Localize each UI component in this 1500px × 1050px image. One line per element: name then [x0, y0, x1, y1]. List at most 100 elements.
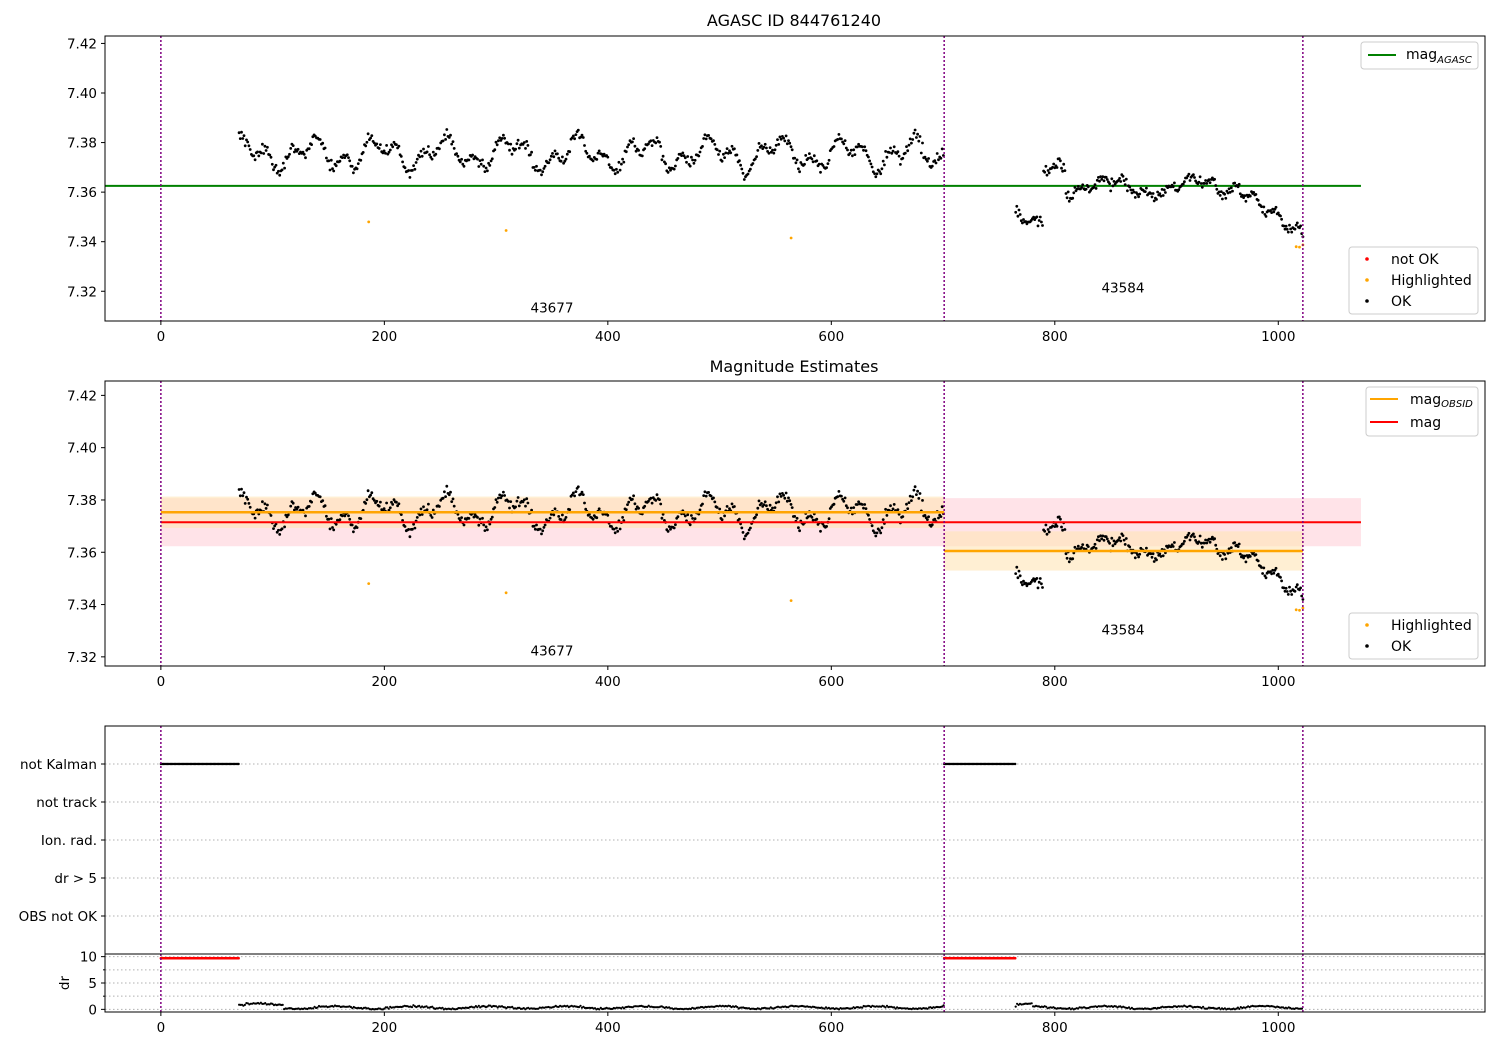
ok-point — [535, 164, 538, 168]
ok-point — [1093, 542, 1097, 546]
ok-point — [624, 150, 628, 154]
ok-point — [1244, 199, 1248, 203]
ok-point — [815, 517, 819, 521]
obsid-label: 43677 — [530, 300, 573, 316]
ok-point — [862, 148, 865, 152]
ok-point — [1124, 537, 1128, 540]
ok-point — [879, 172, 883, 176]
ok-point — [790, 506, 794, 509]
ok-point — [1227, 187, 1231, 191]
dr-ok-point — [885, 1004, 889, 1007]
ok-point — [1092, 545, 1096, 549]
x-tick-label: 800 — [1042, 1020, 1068, 1036]
ok-point — [580, 133, 584, 137]
ok-point — [1145, 546, 1148, 550]
ok-point — [256, 508, 259, 512]
ok-point — [1213, 537, 1216, 541]
ok-point — [1014, 572, 1018, 575]
ok-point — [1199, 182, 1203, 185]
ok-point — [1094, 547, 1098, 550]
ok-point — [573, 137, 576, 141]
dr-ok-point — [264, 1002, 267, 1005]
ok-point — [1173, 181, 1176, 185]
ok-point — [881, 518, 885, 521]
ok-point — [1059, 159, 1062, 163]
ok-point — [880, 526, 884, 530]
ok-point — [607, 163, 611, 167]
ok-point — [310, 500, 313, 504]
dr-ok-point — [1068, 1006, 1071, 1010]
ok-point — [777, 143, 781, 146]
ok-point — [911, 495, 915, 499]
ok-point — [1177, 188, 1181, 192]
ok-point — [1016, 214, 1020, 218]
ok-point — [422, 505, 425, 509]
ok-point — [422, 147, 425, 151]
y-tick-label: 0 — [88, 1002, 97, 1018]
ok-point — [467, 158, 471, 162]
ok-point — [1071, 557, 1075, 561]
ok-point — [321, 141, 325, 145]
ok-point — [1284, 224, 1288, 228]
ok-point — [310, 143, 313, 147]
flag-label: dr > 5 — [54, 871, 97, 887]
ok-point — [277, 169, 280, 173]
ok-point — [533, 527, 537, 531]
x-tick-label: 400 — [595, 329, 621, 345]
ok-point — [382, 507, 386, 511]
ok-point — [568, 150, 572, 154]
x-tick-label: 600 — [818, 1020, 844, 1036]
ok-point — [552, 513, 556, 517]
ok-point — [444, 495, 447, 498]
ok-point — [1073, 545, 1077, 549]
ok-point — [707, 491, 710, 494]
ok-point — [819, 170, 822, 174]
ok-point — [576, 128, 580, 132]
ok-point — [266, 145, 269, 149]
ok-point — [1158, 552, 1162, 556]
ok-point — [563, 159, 567, 163]
ok-point — [1019, 581, 1023, 584]
ok-point — [500, 494, 504, 497]
ok-point — [878, 529, 881, 532]
ok-point — [484, 166, 488, 170]
ok-point — [1181, 182, 1185, 186]
ok-point — [365, 498, 369, 502]
ok-point — [488, 164, 492, 167]
ok-point — [1138, 192, 1142, 196]
ok-point — [849, 506, 853, 510]
flag-label: not track — [36, 795, 97, 811]
ok-point — [242, 491, 246, 495]
ok-point — [637, 506, 640, 510]
ok-point — [430, 157, 434, 161]
ok-point — [1133, 556, 1137, 560]
ok-point — [278, 533, 282, 536]
ok-point — [1254, 553, 1258, 556]
ok-point — [500, 137, 504, 140]
ok-point — [395, 143, 398, 147]
dr-ok-point — [579, 1004, 582, 1007]
x-tick-label: 800 — [1042, 329, 1068, 345]
ok-point — [450, 500, 454, 503]
ok-point — [441, 139, 445, 143]
ok-point — [369, 136, 372, 140]
ok-point — [825, 166, 828, 170]
ok-point — [1123, 543, 1127, 546]
ok-point — [774, 143, 778, 147]
ok-point — [1062, 162, 1066, 166]
ok-point — [403, 525, 407, 528]
ok-point — [848, 152, 852, 155]
ok-point — [366, 489, 370, 493]
ok-point — [1279, 214, 1282, 218]
ok-point — [798, 170, 801, 174]
ok-point — [1122, 538, 1126, 542]
ok-point — [658, 140, 661, 144]
ok-point — [434, 152, 438, 156]
ok-point — [1160, 188, 1164, 191]
ok-point — [248, 505, 252, 509]
ok-point — [1118, 536, 1121, 540]
legend-highlighted-label: Highlighted — [1391, 618, 1472, 634]
ok-point — [622, 160, 626, 164]
ok-point — [1123, 183, 1127, 187]
ok-point — [864, 507, 868, 510]
